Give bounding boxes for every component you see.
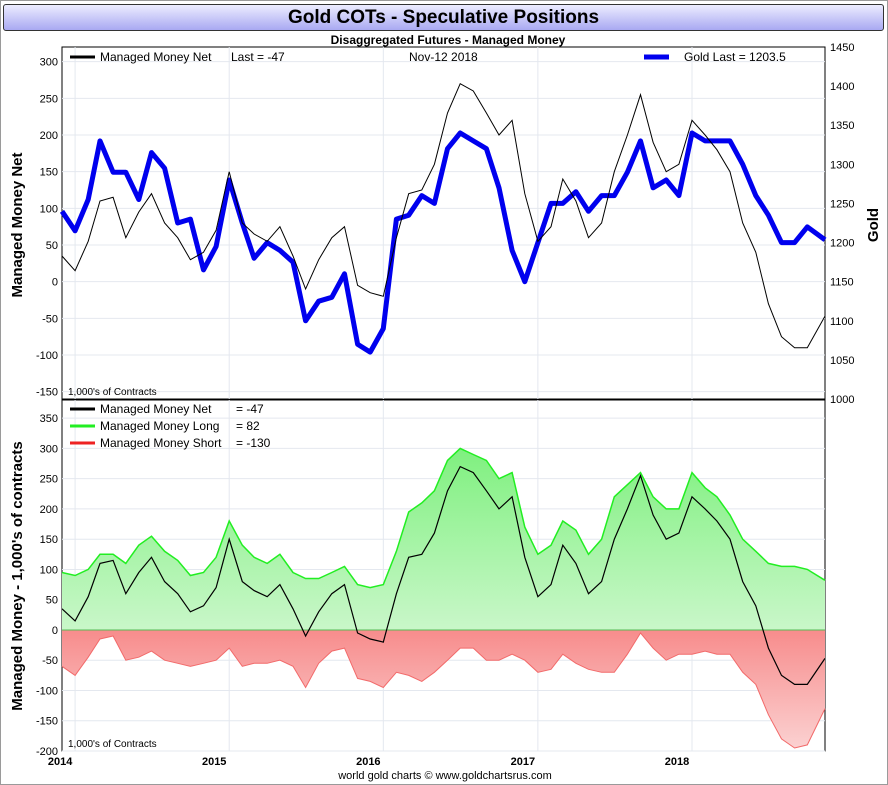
bottom-y-axis: 350 300 250 200 150 100 50 0 -50 -100 -150 -200 <box>36 413 58 758</box>
legend-date: Nov-12 2018 <box>409 50 478 64</box>
managed-money-short-area <box>62 630 825 748</box>
managed-money-net-line <box>61 82 826 349</box>
legend-gold-label: Gold Last = 1203.5 <box>684 50 786 64</box>
top-y2-tick-label: 1200 <box>830 238 854 250</box>
bottom-y-tick-label: -100 <box>36 685 58 697</box>
managed-money-long-line <box>61 447 826 589</box>
top-y2-tick-label: 1100 <box>830 316 854 328</box>
bottom-y-tick-label: -150 <box>36 716 58 728</box>
legend2-short-value: = -130 <box>236 436 271 450</box>
bottom-y-axis-title: Managed Money - 1,000's of contracts <box>9 441 26 710</box>
bottom-series <box>61 447 826 749</box>
bottom-y-tick-label: -50 <box>42 655 58 667</box>
top-y2-tick-label: 1050 <box>830 355 854 367</box>
top-y2-tick-label: 1250 <box>830 198 854 210</box>
bottom-y-tick-label: 50 <box>46 595 58 607</box>
top-y2-tick-label: 1000 <box>830 394 854 406</box>
bottom-y-tick-label: 250 <box>40 474 58 486</box>
x-axis: 2014 2015 2016 2017 2018 <box>48 756 689 768</box>
top-y2-tick-label: 1400 <box>830 81 854 93</box>
top-y-tick-label: 0 <box>52 277 58 289</box>
top-y-tick-label: -50 <box>42 313 58 325</box>
top-y-tick-label: 250 <box>40 93 58 105</box>
top-y2-tick-label: 1450 <box>830 42 854 54</box>
top-y-tick-label: -150 <box>36 387 58 399</box>
footer-credit: world gold charts © www.goldchartsrus.co… <box>337 770 552 782</box>
top-y-tick-label: -100 <box>36 350 58 362</box>
bottom-unit-note: 1,000's of Contracts <box>68 739 157 750</box>
x-tick-label: 2018 <box>665 756 689 768</box>
top-y-tick-label: 200 <box>40 130 58 142</box>
managed-money-net-line-bottom <box>61 465 826 686</box>
top-y-tick-label: 300 <box>40 57 58 69</box>
top-y2-tick-label: 1300 <box>830 159 854 171</box>
bottom-y-tick-label: 0 <box>52 625 58 637</box>
top-y-tick-label: 150 <box>40 167 58 179</box>
gold-price-line <box>59 130 827 355</box>
bottom-y-tick-label: 300 <box>40 443 58 455</box>
legend2-short-label: Managed Money Short <box>100 436 222 450</box>
legend-net-last: Last = -47 <box>231 50 285 64</box>
chart-subtitle: Disaggregated Futures - Managed Money <box>331 33 566 47</box>
bottom-y-tick-label: -200 <box>36 746 58 758</box>
legend2-net-label: Managed Money Net <box>100 402 212 416</box>
chart-title: Gold COTs - Speculative Positions <box>287 7 600 28</box>
bottom-y-tick-label: 200 <box>40 504 58 516</box>
top-y2-axis-title: Gold <box>865 208 882 242</box>
bottom-y-tick-label: 150 <box>40 534 58 546</box>
top-y-axis-title: Managed Money Net <box>9 152 26 297</box>
legend2-net-value: = -47 <box>236 402 264 416</box>
top-y2-tick-label: 1350 <box>830 120 854 132</box>
x-tick-label: 2017 <box>511 756 535 768</box>
top-unit-note: 1,000's of Contracts <box>68 387 157 398</box>
legend-net-label: Managed Money Net <box>100 50 212 64</box>
bottom-y-tick-label: 350 <box>40 413 58 425</box>
x-tick-label: 2015 <box>202 756 226 768</box>
x-tick-label: 2014 <box>48 756 73 768</box>
x-tick-label: 2016 <box>356 756 380 768</box>
top-y2-axis: 1450 1400 1350 1300 1250 1200 1150 1100 1050 1000 <box>830 42 854 406</box>
title-bar: Gold COTs - Speculative Positions <box>3 4 884 31</box>
top-y-tick-label: 50 <box>46 240 58 252</box>
managed-money-long-area <box>62 448 825 630</box>
bottom-y-tick-label: 100 <box>40 564 58 576</box>
legend2-long-label: Managed Money Long <box>100 419 219 433</box>
managed-money-short-line <box>61 632 826 749</box>
top-series <box>59 82 827 355</box>
top-y-axis: 300 250 200 150 100 50 0 -50 -100 -150 <box>36 57 58 399</box>
legend2-long-value: = 82 <box>236 419 260 433</box>
top-y2-tick-label: 1150 <box>830 277 854 289</box>
top-y-tick-label: 100 <box>40 203 58 215</box>
